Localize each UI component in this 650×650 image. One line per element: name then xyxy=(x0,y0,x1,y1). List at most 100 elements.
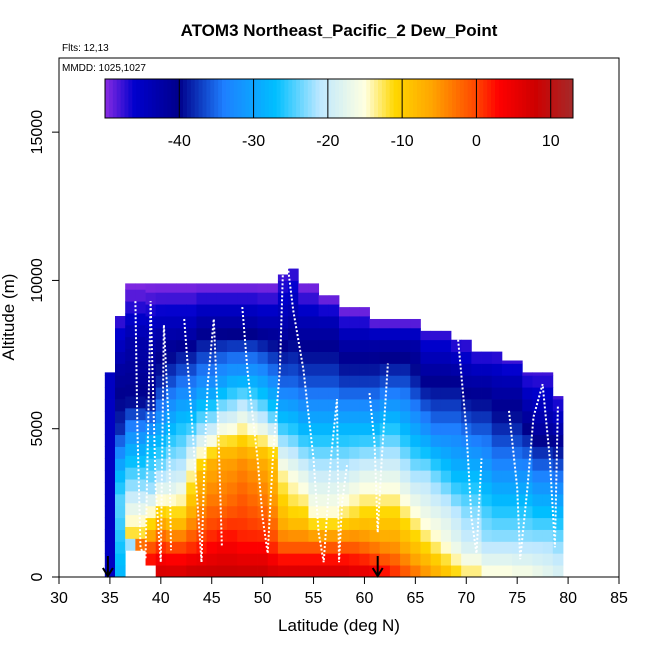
colorbar-swatch xyxy=(241,79,246,118)
heatmap-cell xyxy=(379,505,391,519)
heatmap-cell xyxy=(145,482,157,495)
colorbar-swatch xyxy=(331,79,336,118)
heatmap-cell xyxy=(471,410,482,424)
heatmap-cell xyxy=(379,375,391,388)
heatmap-cell xyxy=(135,490,146,504)
heatmap-cell xyxy=(318,316,330,329)
heatmap-cell xyxy=(247,304,258,317)
heatmap-cell xyxy=(389,553,401,566)
heatmap-cell xyxy=(379,493,391,507)
heatmap-cell xyxy=(379,351,391,364)
heatmap-cell xyxy=(451,387,462,400)
heatmap-cell xyxy=(451,422,462,436)
heatmap-cell xyxy=(115,541,126,554)
heatmap-cell xyxy=(247,541,258,554)
heatmap-cell xyxy=(196,410,208,424)
heatmap-cell xyxy=(328,493,340,507)
heatmap-cell xyxy=(501,482,513,495)
heatmap-cell xyxy=(247,505,258,519)
heatmap-cell xyxy=(542,517,554,530)
x-tick-label: 30 xyxy=(50,590,68,607)
heatmap-cell xyxy=(165,517,177,530)
heatmap-cell xyxy=(522,553,533,566)
marker-arrow-head xyxy=(371,567,384,578)
heatmap-cell xyxy=(318,304,330,317)
heatmap-cell xyxy=(288,470,299,483)
colorbar-swatch xyxy=(210,79,215,118)
colorbar-frame xyxy=(104,78,574,119)
heatmap-cell xyxy=(206,529,218,542)
heatmap-cell xyxy=(471,434,482,447)
colorbar-swatch xyxy=(491,79,496,118)
heatmap-cell xyxy=(512,360,523,364)
heatmap-cell xyxy=(420,529,432,542)
heatmap-cell xyxy=(318,517,330,530)
heatmap-cell xyxy=(491,446,503,459)
heatmap-cell xyxy=(257,363,269,376)
heatmap-cell xyxy=(176,283,187,293)
heatmap-cell xyxy=(349,327,360,341)
heatmap-cell xyxy=(298,422,309,436)
heatmap-cell xyxy=(400,375,411,388)
heatmap-cell xyxy=(165,446,177,459)
heatmap-cell xyxy=(400,351,411,364)
heatmap-cell xyxy=(379,434,391,447)
leg-markers xyxy=(102,556,384,578)
heatmap-cell xyxy=(339,565,350,578)
heatmap-cell xyxy=(135,526,146,539)
heatmap-cell xyxy=(430,505,442,519)
heatmap-cell xyxy=(542,553,554,566)
colorbar-swatch xyxy=(463,79,469,118)
heatmap-cell xyxy=(104,399,116,412)
heatmap-cell xyxy=(552,446,564,459)
heatmap-cell xyxy=(104,529,116,542)
heatmap-cell xyxy=(267,327,279,341)
heatmap-cell xyxy=(115,327,126,341)
colorbar-swatch xyxy=(190,79,196,118)
heatmap-cell xyxy=(400,517,411,530)
heatmap-cell xyxy=(369,387,381,400)
heatmap-cell xyxy=(206,458,218,471)
heatmap-cell xyxy=(247,553,258,566)
heatmap-cell xyxy=(359,470,370,483)
heatmap-cell xyxy=(328,351,340,364)
heatmap-cell xyxy=(155,304,167,317)
heatmap-cell xyxy=(400,529,411,542)
heatmap-cell xyxy=(349,316,360,329)
heatmap-cell xyxy=(308,283,320,293)
heatmap-cell xyxy=(451,553,462,566)
heatmap-cell xyxy=(196,529,208,542)
heatmap-cell xyxy=(400,458,411,471)
heatmap-cell xyxy=(288,553,299,566)
heatmap-cell xyxy=(257,387,269,400)
heatmap-cell xyxy=(349,505,360,519)
heatmap-cell xyxy=(318,351,330,364)
colorbar-swatch xyxy=(218,79,223,118)
heatmap-cell xyxy=(532,372,544,376)
heatmap-cell xyxy=(288,327,299,341)
heatmap-cell xyxy=(389,339,401,353)
heatmap-cell xyxy=(237,458,248,471)
heatmap-cell xyxy=(389,529,401,542)
x-axis-label: Latitude (deg N) xyxy=(278,616,400,635)
heatmap-cell xyxy=(206,517,218,530)
heatmap-cell xyxy=(522,422,533,436)
heatmap-cell xyxy=(227,505,238,519)
heatmap-cell xyxy=(277,434,289,447)
heatmap-cell xyxy=(277,280,289,293)
colorbar-swatch xyxy=(534,79,539,118)
heatmap-cell xyxy=(369,493,381,507)
heatmap-cell xyxy=(186,363,197,376)
heatmap-cell xyxy=(440,399,452,412)
heatmap-cell xyxy=(359,529,370,542)
heatmap-cell xyxy=(155,410,167,424)
heatmap-cell xyxy=(298,493,309,507)
colorbar-swatch xyxy=(214,79,219,118)
heatmap-cell xyxy=(501,360,513,364)
colorbar-swatch xyxy=(147,79,153,118)
heatmap-cell xyxy=(176,434,187,447)
heatmap-cell xyxy=(267,363,279,376)
heatmap-cell xyxy=(298,351,309,364)
heatmap-cell xyxy=(115,399,126,412)
heatmap-cell xyxy=(288,517,299,530)
